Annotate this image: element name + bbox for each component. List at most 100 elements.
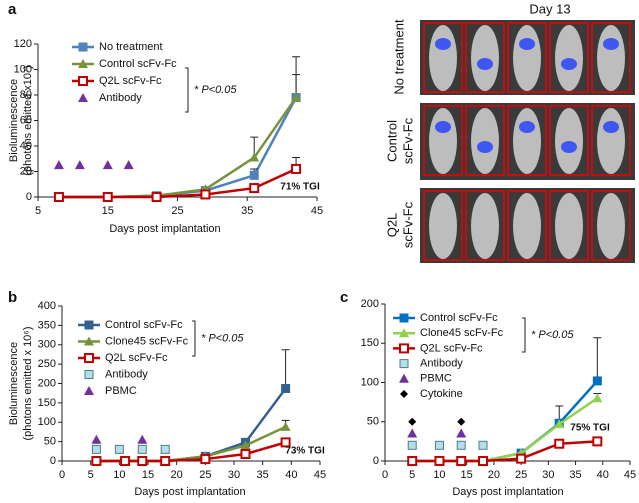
- marker: [592, 376, 602, 386]
- marker: [554, 438, 565, 449]
- signal: [561, 58, 577, 70]
- legend-label: PBMC: [420, 373, 452, 385]
- x-tick-label: 25: [199, 469, 211, 481]
- y-axis-label: Bioluminescence: [8, 79, 20, 162]
- roi-box: [549, 22, 589, 93]
- roi-box: [423, 190, 463, 261]
- x-tick-label: 20: [171, 469, 183, 481]
- marker: [240, 440, 251, 450]
- series-line: [58, 167, 297, 199]
- y-tick-label: 200: [361, 298, 379, 310]
- y-tick-label: 350: [38, 319, 56, 331]
- mouse: [429, 25, 457, 91]
- x-tick-label: 15: [461, 469, 473, 481]
- y-axis-label: Bioluminescence: [8, 342, 20, 425]
- error-bar: [593, 337, 602, 381]
- marker: [399, 328, 409, 338]
- signal: [603, 38, 619, 50]
- roi-box: [465, 105, 505, 176]
- x-tick-label: 25: [171, 205, 183, 217]
- mouse: [513, 25, 541, 91]
- signal: [603, 121, 619, 133]
- marker: [240, 449, 251, 460]
- x-tick-label: 35: [241, 205, 253, 217]
- error-bar: [292, 56, 301, 98]
- y-tick-label: 100: [361, 376, 379, 388]
- marker: [291, 92, 302, 102]
- x-axis-label: Days post implantation: [452, 486, 563, 498]
- significance-label: * P<0.05: [194, 84, 237, 96]
- marker: [249, 170, 259, 180]
- mouse: [597, 193, 625, 259]
- x-tick-label: 5: [409, 469, 415, 481]
- roi-box: [465, 190, 505, 261]
- marker: [434, 456, 445, 466]
- legend-label: Antibody: [105, 368, 148, 380]
- marker: [399, 373, 409, 383]
- signal: [435, 121, 451, 133]
- marker: [78, 76, 88, 86]
- marker: [399, 359, 409, 369]
- y-tick-label: 40: [20, 140, 32, 152]
- y-tick-label: 150: [361, 337, 379, 349]
- x-tick-label: 35: [569, 469, 581, 481]
- panel-label: b: [8, 289, 17, 306]
- legend-label: Control scFv-Fc: [420, 312, 498, 324]
- x-tick-label: 15: [142, 469, 154, 481]
- tgi-label: 75% TGI: [570, 423, 610, 434]
- y-tick-label: 250: [38, 358, 56, 370]
- x-tick-label: 10: [433, 469, 445, 481]
- significance-label: * P<0.05: [531, 329, 574, 341]
- marker: [291, 163, 302, 174]
- mouse: [513, 193, 541, 259]
- error-bar: [281, 349, 290, 389]
- marker: [407, 428, 418, 438]
- roi-box: [507, 105, 547, 176]
- legend-label: Control scFv-Fc: [105, 319, 183, 331]
- x-tick-label: 20: [488, 469, 500, 481]
- y-tick-label: 200: [38, 377, 56, 389]
- panel-label: a: [8, 1, 17, 18]
- marker: [249, 152, 260, 162]
- y-tick-label: 80: [20, 89, 32, 101]
- marker: [78, 59, 88, 68]
- x-tick-label: 30: [228, 469, 240, 481]
- y-tick-label: 0: [26, 191, 32, 203]
- marker: [151, 192, 162, 202]
- x-tick-label: 5: [35, 205, 41, 217]
- marker: [554, 419, 565, 429]
- marker: [91, 444, 101, 454]
- marker: [120, 456, 131, 466]
- legend-label: No treatment: [99, 41, 163, 53]
- marker: [408, 417, 417, 426]
- x-tick-label: 10: [113, 469, 125, 481]
- mouse: [513, 108, 541, 174]
- signal: [561, 141, 577, 153]
- significance-bracket: [192, 320, 196, 357]
- marker: [78, 93, 88, 102]
- mouse: [471, 193, 499, 259]
- mice: [423, 22, 631, 261]
- y-axis-label: (photons emitted x 10⁶): [22, 327, 34, 441]
- marker: [478, 440, 488, 450]
- significance-bracket: [522, 317, 526, 353]
- y-tick-label: 60: [20, 114, 32, 126]
- roi-box: [507, 22, 547, 93]
- marker: [457, 417, 466, 426]
- mouse: [597, 108, 625, 174]
- tgi-label: 71% TGI: [280, 182, 320, 193]
- y-tick-label: 150: [38, 397, 56, 409]
- x-tick-label: 0: [59, 469, 65, 481]
- roi-box: [591, 22, 631, 93]
- x-tick-label: 35: [257, 469, 269, 481]
- mouse: [555, 193, 583, 259]
- roi-box: [591, 105, 631, 176]
- marker: [102, 160, 113, 170]
- marker: [137, 434, 148, 444]
- y-tick-label: 50: [367, 416, 379, 428]
- legend-label: Q2L scFv-Fc: [420, 342, 483, 354]
- legend-label: Cytokine: [420, 388, 463, 400]
- marker: [74, 160, 85, 170]
- marker: [407, 456, 418, 466]
